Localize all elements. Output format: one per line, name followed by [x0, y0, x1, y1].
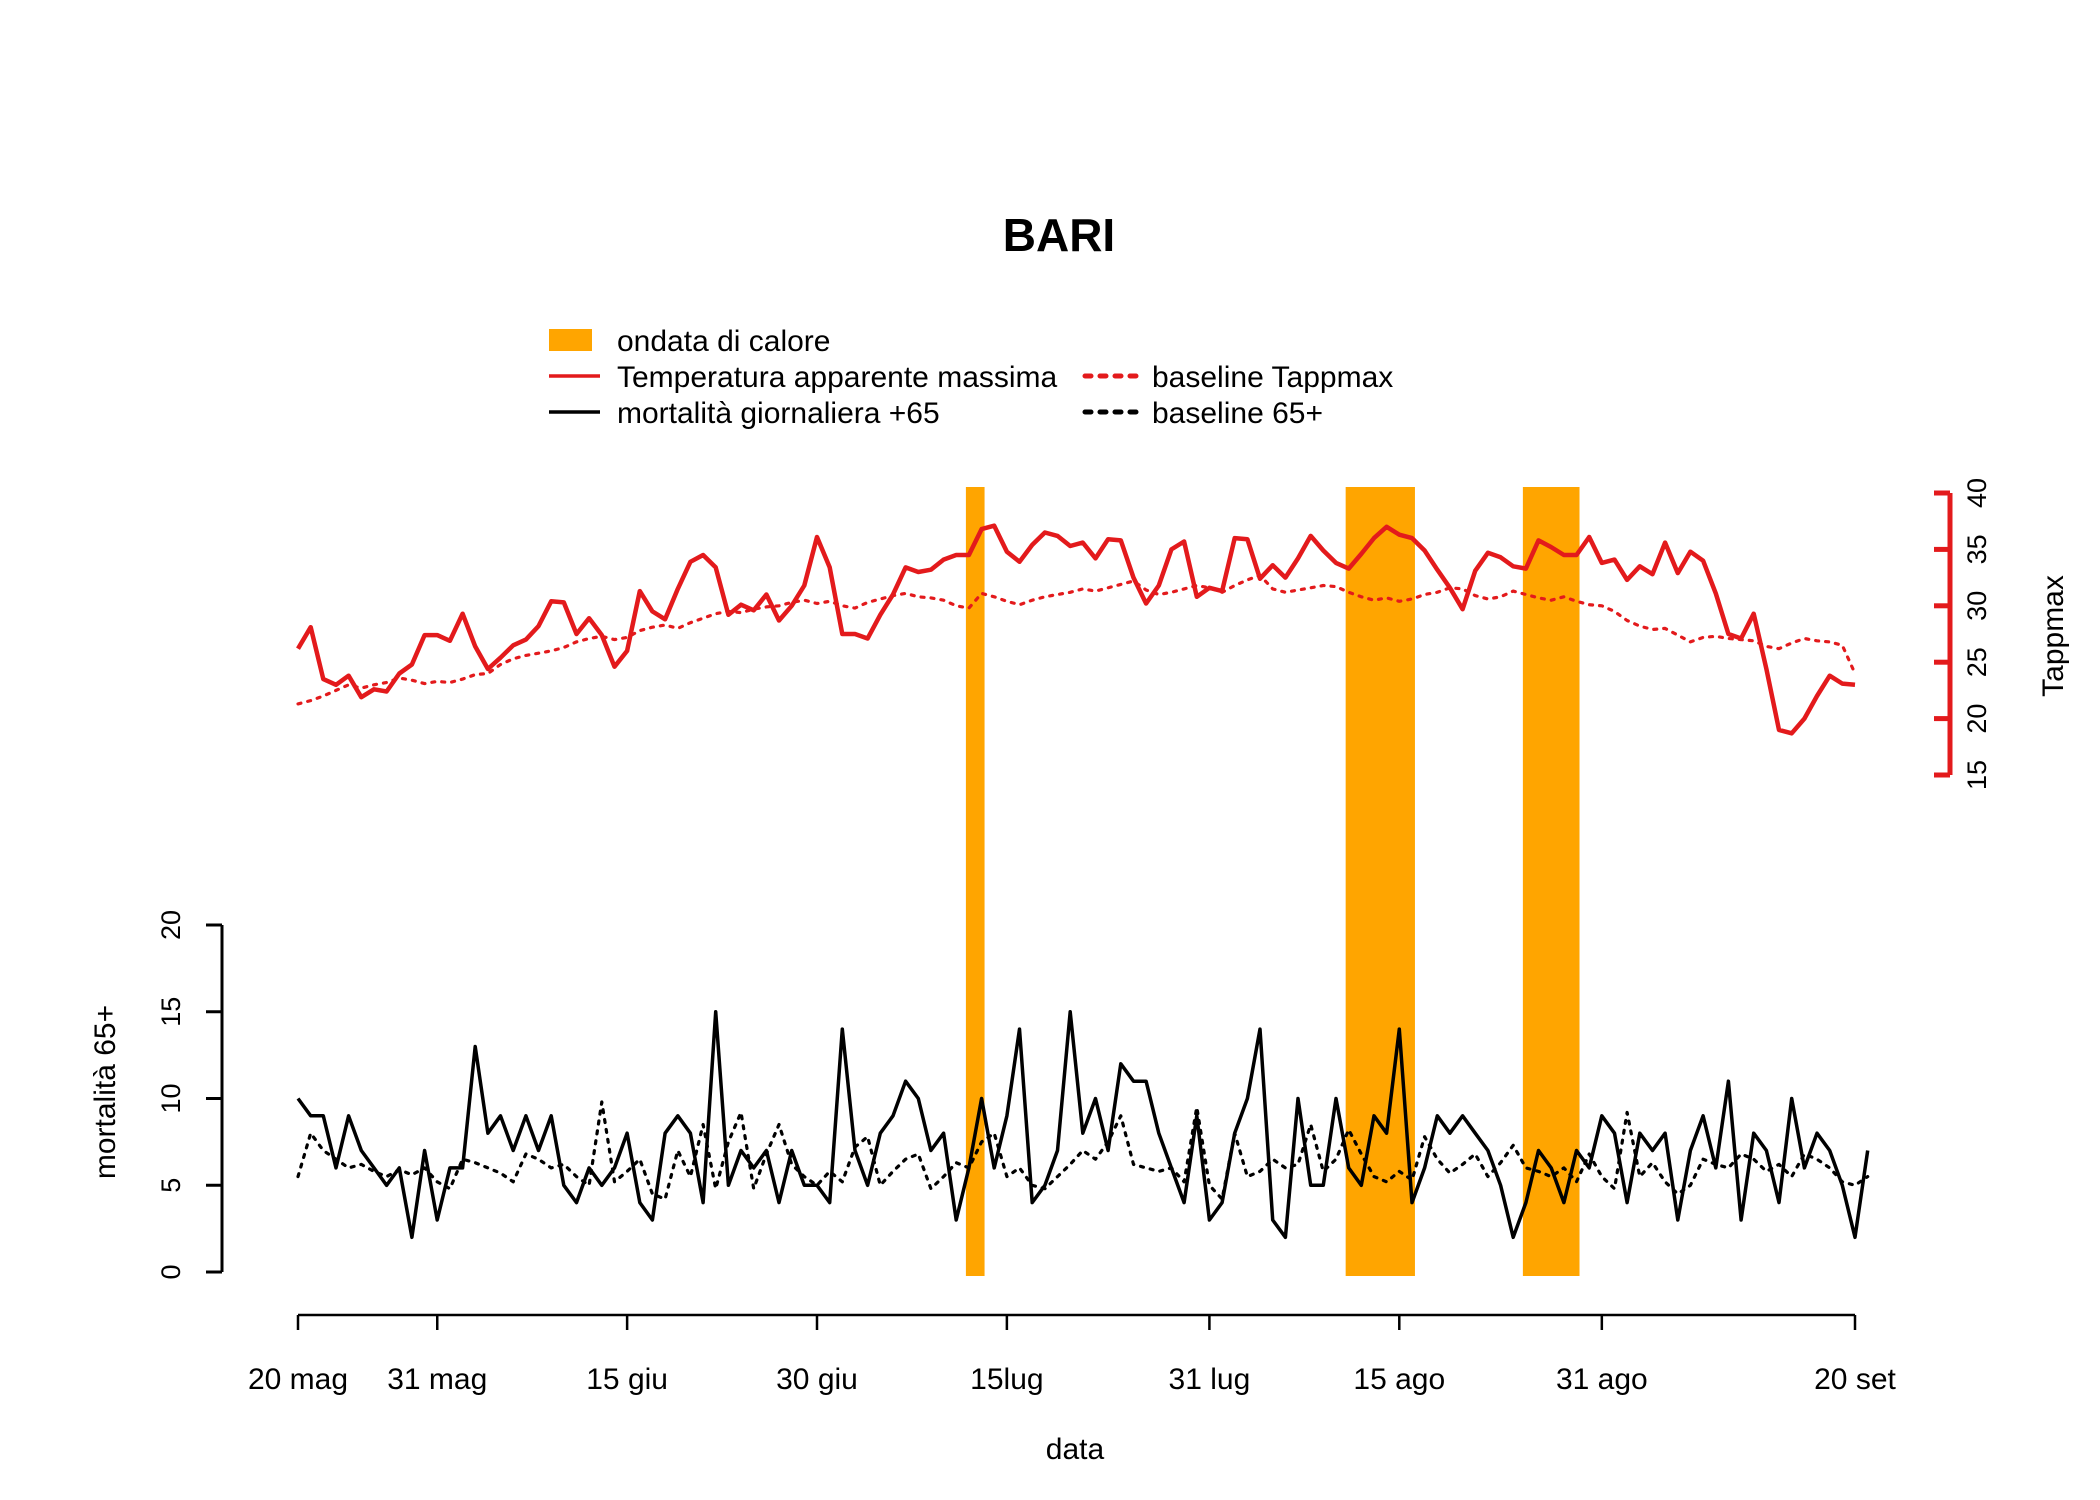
- legend-label-mort-baseline: baseline 65+: [1152, 397, 1323, 430]
- temp-tick-label-2: 20: [1962, 704, 1992, 734]
- heatwave-band-2: [1345, 487, 1415, 1276]
- x-tick-label-7: 15 ago: [1353, 1363, 1445, 1396]
- temp-tick-label-6: 40: [1962, 478, 1992, 508]
- x-tick-label-8: 31 ago: [1556, 1363, 1648, 1396]
- mort-tick-label-3: 10: [156, 1083, 186, 1113]
- heatwave-band-3: [1522, 487, 1580, 1276]
- series-mort: [296, 1010, 1870, 1240]
- mort-tick-label-1: 0: [156, 1264, 186, 1279]
- temp-axis-label: Tappmax: [2037, 575, 2070, 697]
- x-tick-label-3: 15 giu: [586, 1363, 668, 1396]
- heatwave-band-1: [965, 487, 985, 1276]
- legend-label-heatwave: ondata di calore: [617, 325, 831, 358]
- x-axis-label: data: [1046, 1433, 1105, 1466]
- mort-tick-label-5: 20: [156, 910, 186, 940]
- legend-label-mort: mortalità giornaliera +65: [617, 397, 940, 430]
- x-tick-label-2: 31 mag: [387, 1363, 487, 1396]
- axes: 20 mag 31 mag 15 giu 30 giu 15lug 31 lug 15 ag…: [156, 478, 1992, 1396]
- temp-tick-label-4: 30: [1962, 591, 1992, 621]
- temp-tick-label-5: 35: [1962, 534, 1992, 564]
- legend: ondata di calore Temperatura apparente m…: [549, 325, 1393, 430]
- x-tick-label-1: 20 mag: [248, 1363, 348, 1396]
- legend-label-temp-baseline: baseline Tappmax: [1152, 361, 1393, 394]
- x-tick-label-4: 30 giu: [776, 1363, 858, 1396]
- temp-tick-label-1: 15: [1962, 760, 1992, 790]
- mort-tick-label-2: 5: [156, 1178, 186, 1193]
- temp-tick-label-3: 25: [1962, 647, 1992, 677]
- x-tick-label-5: 15lug: [970, 1363, 1043, 1396]
- mort-tick-label-4: 15: [156, 997, 186, 1027]
- chart-title: BARI: [1003, 209, 1115, 261]
- series-temp-base: [296, 573, 1857, 706]
- x-tick-label-9: 20 set: [1814, 1363, 1896, 1396]
- mort-axis-label: mortalità 65+: [89, 1005, 122, 1179]
- series-layer: [296, 523, 1870, 1240]
- legend-swatch-heatwave: [549, 329, 592, 351]
- series-temp: [296, 523, 1856, 736]
- legend-label-temp: Temperatura apparente massima: [617, 361, 1058, 394]
- series-mort-base: [296, 1100, 1870, 1201]
- x-tick-label-6: 31 lug: [1169, 1363, 1251, 1396]
